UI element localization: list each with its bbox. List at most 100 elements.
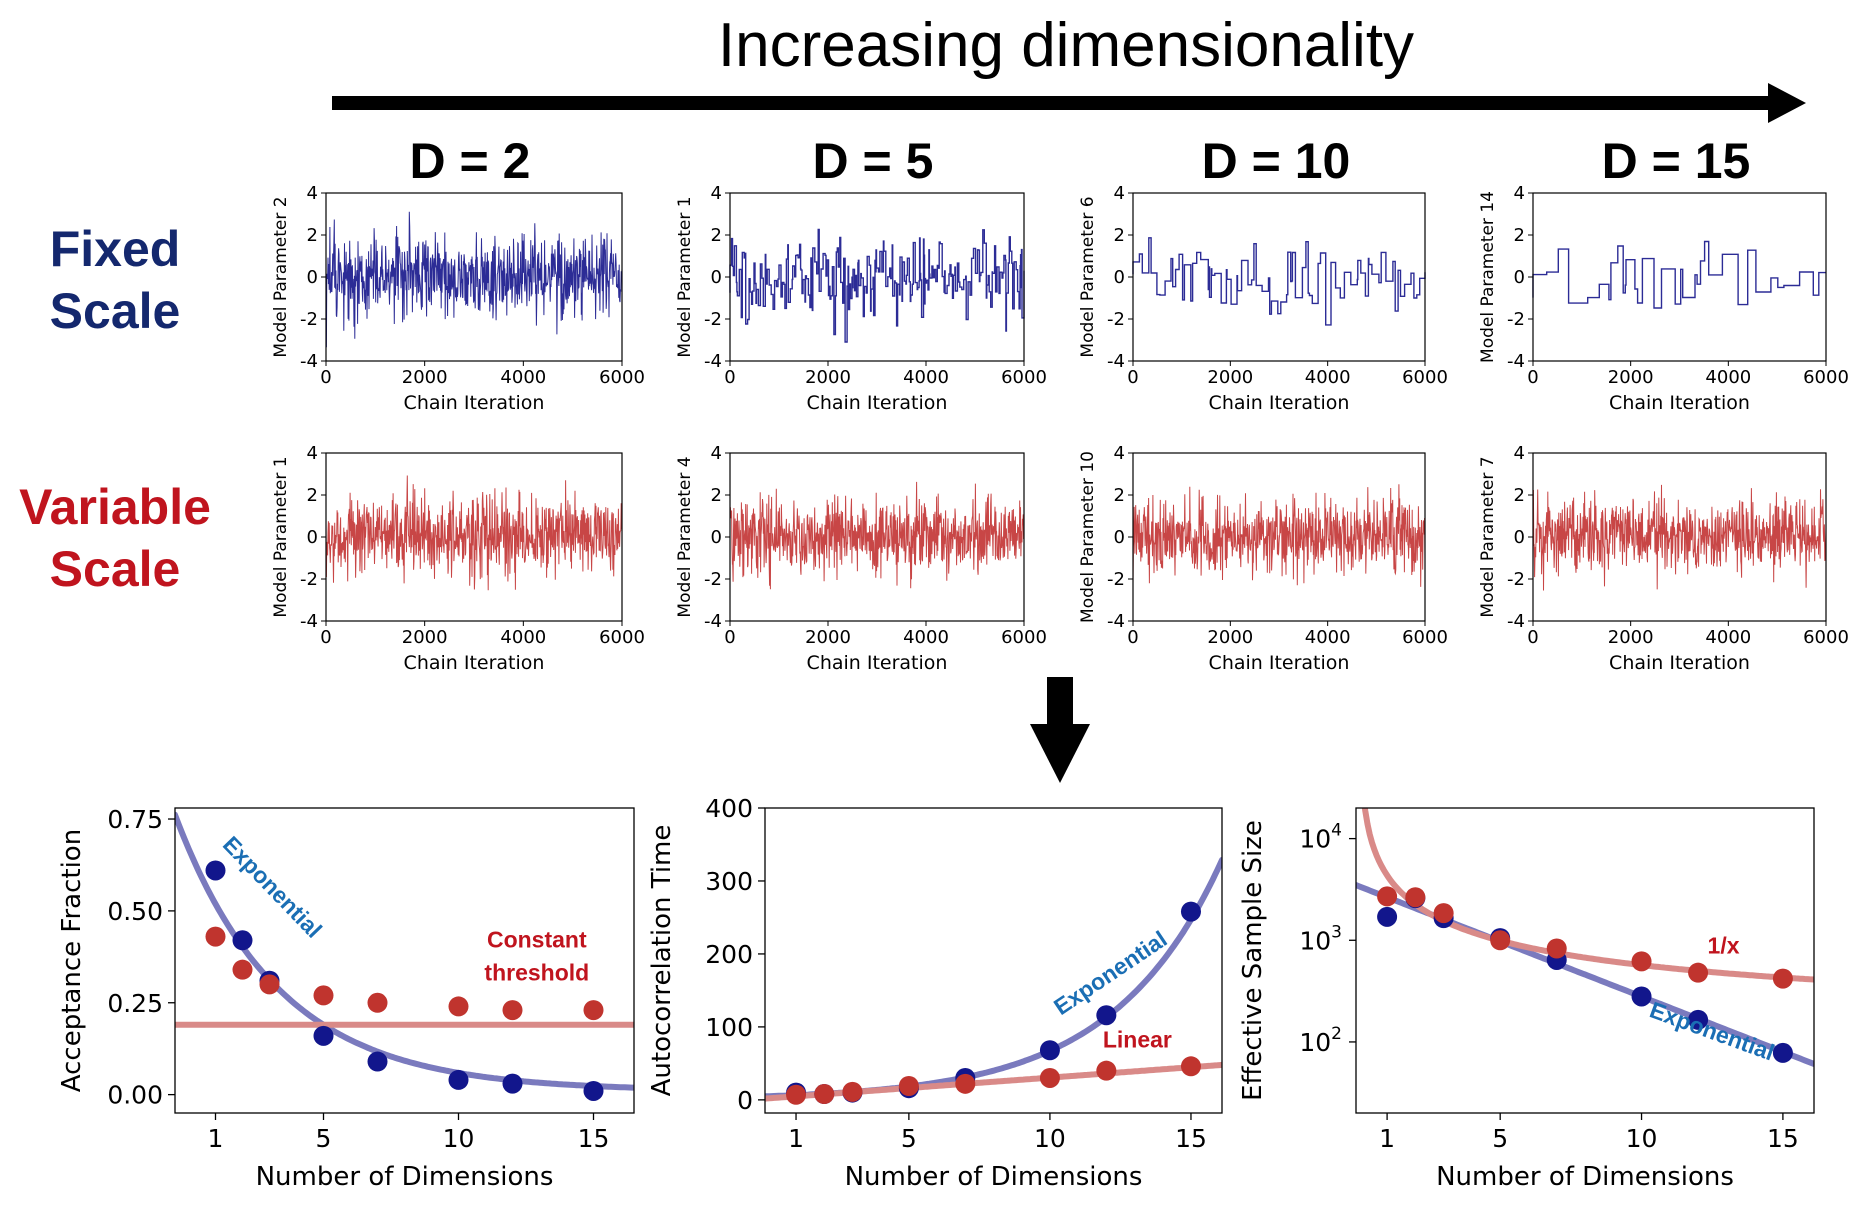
y-tick-label: -2	[1507, 569, 1525, 590]
fit-curve-inv	[1361, 808, 1814, 983]
y-tick-label: 2	[711, 225, 722, 246]
data-point-red	[367, 992, 388, 1013]
data-point-red	[1631, 951, 1652, 972]
y-tick-label: -4	[1507, 351, 1525, 372]
y-tick-label: 2	[307, 225, 318, 246]
row-label-variable-line2: Scale	[49, 541, 181, 597]
tick-exponent: 2	[1331, 1024, 1342, 1044]
data-point-red	[259, 974, 280, 995]
x-tick-label: 6000	[599, 627, 645, 648]
tick-exponent: 4	[1331, 821, 1342, 841]
y-tick-label: 4	[1114, 183, 1125, 204]
data-point-red	[842, 1081, 863, 1102]
y-tick-label: 0	[307, 527, 318, 548]
data-point-red	[1405, 887, 1426, 908]
x-axis-label: Chain Iteration	[807, 652, 948, 674]
tick-base: 10	[1299, 825, 1331, 854]
y-tick-label: 0	[737, 1086, 753, 1115]
data-point-red	[448, 996, 469, 1017]
x-tick-label: 6000	[1402, 627, 1448, 648]
y-tick-label: 4	[1114, 443, 1125, 464]
x-axis-label: Chain Iteration	[1209, 392, 1350, 414]
x-tick-label: 15	[1767, 1124, 1799, 1153]
annotation-label: 1/x	[1708, 933, 1740, 959]
y-axis-label: Effective Sample Size	[1238, 820, 1268, 1101]
y-tick-label: 0	[307, 267, 318, 288]
x-tick-label: 1	[1379, 1124, 1395, 1153]
data-point-red	[814, 1084, 835, 1105]
trace-panel-trace-variable-d5: 0 2000 4000 6000 -4 -2 0 2 4 Chain Iteration Model…	[675, 443, 1047, 674]
data-point-blue	[1377, 906, 1398, 927]
y-tick-label: 100	[705, 1013, 753, 1042]
trace-line	[325, 475, 623, 591]
data-point-red	[1772, 968, 1793, 989]
trace-panel-trace-fixed-d15: 0 2000 4000 6000 -4 -2 0 2 4 Chain Iteration Model…	[1478, 183, 1849, 414]
y-tick-label: 0	[711, 527, 722, 548]
y-tick-label: 0.50	[107, 897, 163, 926]
data-point-red	[1039, 1067, 1060, 1088]
y-tick-label: 2	[1114, 485, 1125, 506]
y-tick-label: -2	[1107, 569, 1125, 590]
data-point-red	[583, 1000, 604, 1021]
trace-line	[1132, 237, 1426, 326]
plot-frame	[1355, 807, 1815, 1114]
plot-frame	[1532, 192, 1827, 362]
y-tick-label: 0.25	[107, 989, 163, 1018]
y-tick-label: 4	[711, 183, 722, 204]
x-tick-label: 0	[1127, 367, 1138, 388]
x-tick-label: 1	[788, 1124, 804, 1153]
row-label-variable-scale: Variable Scale	[0, 476, 230, 600]
x-tick-label: 0	[320, 627, 331, 648]
down-arrow	[1030, 677, 1090, 783]
x-tick-label: 4000	[1705, 367, 1751, 388]
x-tick-label: 6000	[599, 367, 645, 388]
x-tick-label: 5	[316, 1124, 332, 1153]
x-tick-label: 2000	[1608, 627, 1654, 648]
data-point-blue	[1039, 1040, 1060, 1061]
y-axis-label: Model Parameter 2	[271, 196, 291, 357]
y-tick-label: 2	[307, 485, 318, 506]
tick-exponent: 3	[1331, 922, 1342, 942]
x-tick-label: 6000	[1001, 367, 1047, 388]
x-axis-label: Chain Iteration	[1609, 652, 1750, 674]
data-point-blue	[1772, 1042, 1793, 1063]
y-axis-label: Model Parameter 7	[1478, 456, 1498, 617]
trace-panel-trace-variable-d10: 0 2000 4000 6000 -4 -2 0 2 4 Chain Iteration Model…	[1078, 443, 1448, 674]
x-tick-label: 10	[443, 1124, 475, 1153]
y-axis-label: Model Parameter 6	[1078, 196, 1098, 357]
x-axis-label: Number of Dimensions	[1436, 1162, 1734, 1192]
y-tick-label: 2	[1114, 225, 1125, 246]
trace-line	[1532, 484, 1827, 591]
y-tick-label: -4	[1107, 611, 1125, 632]
trace-line	[729, 228, 1025, 343]
trace-panel-trace-variable-d2: 0 2000 4000 6000 -4 -2 0 2 4 Chain Iteration Model…	[271, 443, 645, 674]
data-point-red	[1377, 886, 1398, 907]
row-label-fixed-line1: Fixed	[49, 221, 181, 277]
y-axis-label: Model Parameter 1	[675, 196, 695, 357]
column-title-d5: D = 5	[813, 133, 934, 189]
y-tick-label: 2	[1514, 225, 1525, 246]
y-tick-label: 2	[711, 485, 722, 506]
data-point-blue	[367, 1051, 388, 1072]
data-point-blue	[502, 1073, 523, 1094]
data-point-red	[1688, 962, 1709, 983]
x-tick-label: 0	[320, 367, 331, 388]
y-tick-label: -4	[1107, 351, 1125, 372]
y-tick-label: -4	[300, 351, 318, 372]
dimensionality-arrow	[332, 83, 1806, 123]
annotation-label: Exponential	[218, 831, 327, 943]
annotation-label: threshold	[484, 960, 589, 986]
plot-frame	[174, 807, 635, 1114]
y-axis-label: Model Parameter 14	[1478, 191, 1498, 363]
y-tick-label: -4	[704, 611, 722, 632]
row-label-fixed-line2: Scale	[49, 283, 181, 339]
y-tick-label: 4	[1514, 443, 1525, 464]
data-point-red	[205, 926, 226, 947]
column-title-d2: D = 2	[410, 133, 531, 189]
x-tick-label: 4000	[500, 627, 546, 648]
x-tick-label: 0	[1127, 627, 1138, 648]
data-point-red	[1180, 1056, 1201, 1077]
x-tick-label: 2000	[1207, 627, 1253, 648]
x-axis-label: Chain Iteration	[404, 392, 545, 414]
